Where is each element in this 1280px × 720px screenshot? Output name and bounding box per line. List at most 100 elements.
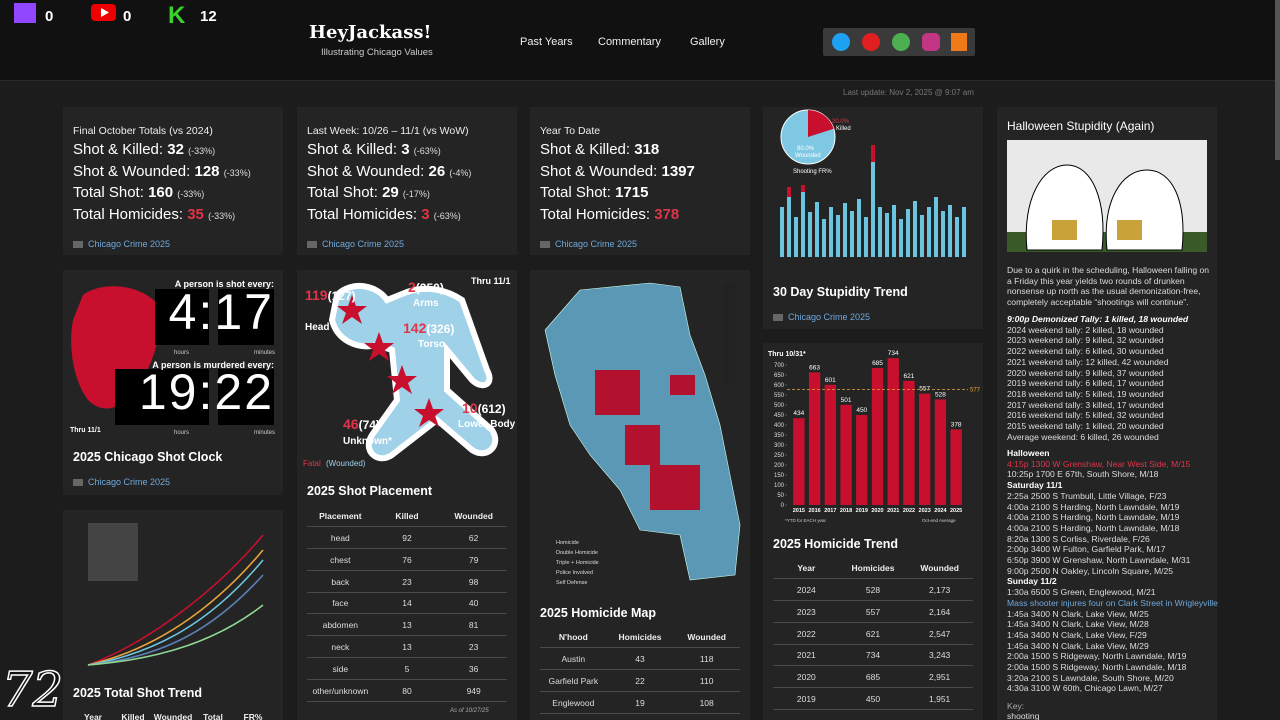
clock-unit: hours [174,350,190,356]
stat-change: (-63%) [433,211,461,222]
bar [856,415,868,505]
card-title: 2025 Chicago Shot Clock [73,450,223,464]
youtube-icon[interactable] [862,33,880,51]
intro-text: Due to a quirk in the scheduling, Hallow… [1007,265,1210,308]
y-tick-label: 650 [774,373,785,379]
stat-label: Total Shot: [307,184,378,202]
table-cell: other/unknown [312,685,369,696]
stat-value: 3 [401,141,410,158]
table-cell: 450 [865,694,881,704]
table-cell: 3,243 [929,650,951,661]
nav-link[interactable]: Gallery [690,36,725,48]
stat-change: (-33%) [208,211,236,222]
region-name: Head [305,322,330,333]
site-title[interactable]: HeyJackass! [309,22,432,43]
table-rule [773,600,973,601]
average-label: 577 [970,388,981,394]
table-cell: 22 [635,675,645,686]
table-rule [307,678,507,680]
incident-line: 10:25p 1700 E 67th, South Shore, M/18 [1007,469,1159,480]
incident-line: 2015 weekend tally: 1 killed, 20 wounded [1007,421,1164,431]
value-label: 685 [872,360,883,367]
stat-value: 29 [382,184,399,202]
table-rule [773,578,973,579]
y-tick-label: 350 [774,433,785,439]
table-cell: 2,173 [929,585,951,595]
chart-footnote: *YTD for EACH year [785,518,827,523]
stat-value: 1397 [661,162,695,180]
table-cell: 13 [402,642,412,652]
rate-box [88,523,138,581]
x-tick-label: 2017 [824,508,836,514]
stat-line: Shot & Wounded: 26 (-4%) [307,163,471,180]
trend30-image [780,109,966,257]
incident-line: 2:00p 3400 W Fulton, Garfield Park, M/17 [1007,544,1166,555]
incident-line: 9:00p 2500 N Oakley, Lincoln Square, M/2… [1007,565,1174,576]
summary-card [63,107,283,255]
legend-fatal: Fatal [303,459,321,468]
trend30-bars [780,162,966,257]
table-cell: 2,547 [929,628,951,639]
card-footer[interactable]: Chicago Crime 2025 [73,239,170,249]
stat-line: Shot & Killed: 318 [540,141,659,158]
card-footer[interactable]: Chicago Crime 2025 [773,312,870,322]
placement-as-of: Thru 11/1 [471,276,511,286]
nav-link[interactable]: Past Years [520,36,573,48]
digit-box [155,289,209,345]
card-footer[interactable]: Chicago Crime 2025 [73,477,170,487]
y-tick-label: 500 [774,403,785,409]
table-cell: 2,951 [929,672,951,683]
bar [840,404,852,505]
value-label: 528 [935,391,946,398]
stat-value: 35 [187,206,204,224]
bookmark-icon[interactable] [951,33,967,51]
x-tick-label: 2016 [808,508,820,514]
table-rule [307,635,507,637]
table-header: Killed [121,712,145,720]
instagram-icon[interactable] [922,33,940,51]
tagline: Illustrating Chicago Values [321,47,433,58]
stat-label: Shot & Killed: [73,141,164,158]
incident-line: 1:45a 3400 N Clark, Lake View, M/25 [1007,608,1149,619]
region-count: 2(250) [408,279,444,295]
twitch-icon [14,3,36,23]
twitch-count: 0 [45,8,54,25]
table-cell: 1,951 [929,694,951,704]
table-cell: Garfield Park [548,675,599,686]
card-footer[interactable]: Chicago Crime 2025 [540,239,637,249]
key-item: shooting [1007,711,1040,720]
stat-label: Total Homicides: [73,206,184,224]
top-bar [0,0,1280,81]
incident-line: 2021 weekend tally: 12 killed, 42 wounde… [1007,356,1169,367]
table-cell: 23 [402,576,412,587]
stat-change: (-17%) [402,189,430,200]
card-footer[interactable]: Chicago Crime 2025 [307,239,404,249]
nav-link[interactable]: Commentary [598,36,661,48]
x-tick-label: 2020 [871,508,883,514]
x-tick-label: 2022 [903,508,915,514]
region-fatal: 2 [408,279,416,295]
table-rule [540,647,740,648]
summary-card [297,107,517,255]
stat-label: Total Homicides: [307,206,418,224]
scrollbar[interactable] [1275,0,1280,160]
map-legend-item: Self Defense [556,580,588,586]
value-label: 378 [951,421,962,428]
stat-value: 26 [428,162,446,180]
table-rule [773,687,973,689]
table-cell: 118 [699,654,714,664]
digit-box [115,369,209,425]
incident-line: 4:30a 3100 W 60th, Chicago Lawn, M/27 [1007,683,1163,694]
stat-label: Shot & Wounded: [540,162,658,180]
stars [337,295,444,427]
twitter-icon[interactable] [832,33,850,51]
y-tick-label: 250 [774,453,785,459]
x-tick-label: 2021 [887,508,899,514]
table-rule [307,613,507,615]
incident-line: 2019 weekend tally: 6 killed, 17 wounded [1007,378,1164,389]
legend-wounded: (Wounded) [326,459,366,468]
x-tick-label: 2025 [950,508,962,514]
map-image [544,282,741,581]
email-icon[interactable] [892,33,910,51]
table-cell: 685 [865,672,881,683]
